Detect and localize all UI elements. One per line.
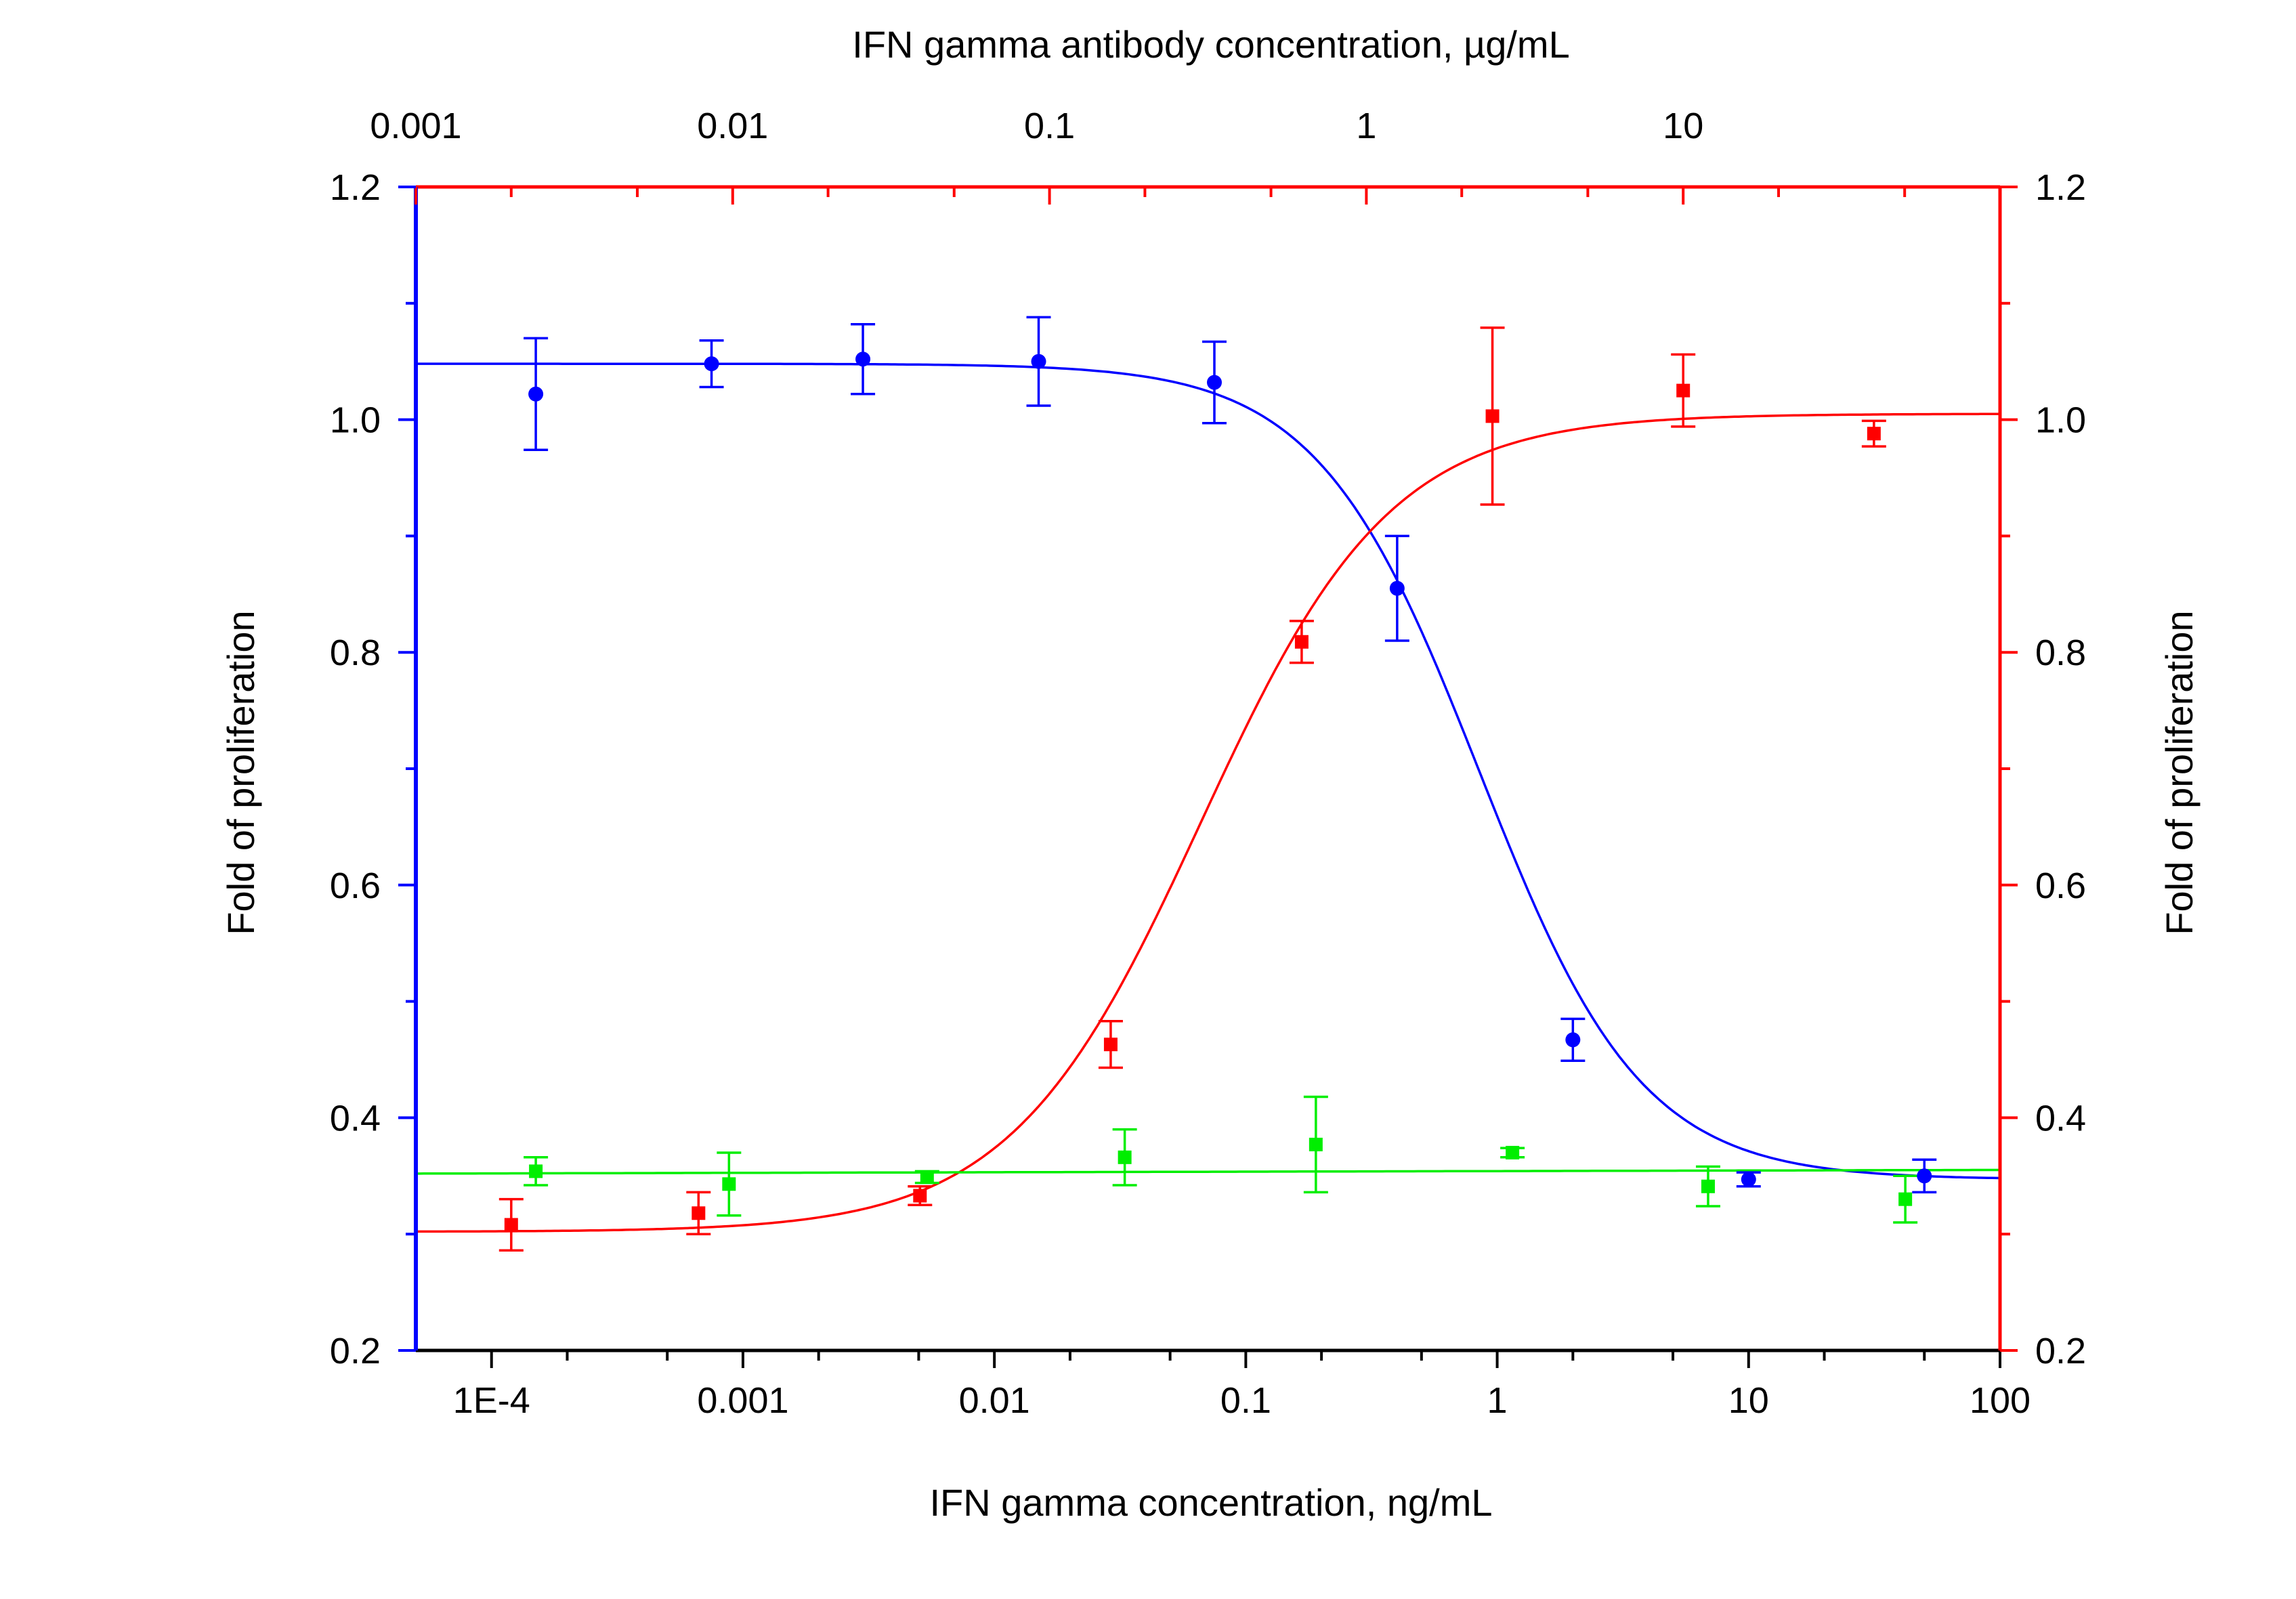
- data-point-series-2: [913, 1189, 927, 1203]
- x-top-tick-label: 0.001: [370, 106, 461, 146]
- x-axis-bottom-title: IFN gamma concentration, ng/mL: [929, 1481, 1492, 1524]
- x-top-tick-label: 0.1: [1024, 106, 1075, 146]
- y-right-tick-label: 0.8: [2035, 633, 2086, 673]
- data-point-series-3: [1898, 1192, 1913, 1206]
- data-point-series-3: [1118, 1150, 1132, 1164]
- x-top-tick-label: 1: [1356, 106, 1376, 146]
- data-point-series-3: [1309, 1137, 1323, 1151]
- data-point-series-2: [692, 1206, 706, 1220]
- data-point-series-2: [1676, 383, 1691, 398]
- x-bottom-tick-label: 0.001: [697, 1380, 788, 1421]
- data-point-series-2: [1294, 635, 1309, 649]
- y-axis-left-title: Fold of proliferation: [219, 610, 262, 935]
- x-top-tick-label: 0.01: [697, 106, 768, 146]
- x-bottom-tick-label: 0.1: [1220, 1380, 1271, 1421]
- data-points: [504, 351, 1932, 1232]
- y-left-tick-label: 1.2: [330, 167, 381, 208]
- x-bottom-tick-label: 1E-4: [453, 1380, 530, 1421]
- axes: 1E-4 0.001 0.01 0.1 1 10 100 0.001 0.01 0.1 1 10 0.2…: [330, 106, 2086, 1421]
- x-bottom-tick-label: 10: [1728, 1380, 1769, 1421]
- fit-curve-series-1: [416, 362, 2001, 1180]
- data-point-series-1: [1741, 1172, 1756, 1187]
- y-right-tick-label: 1.2: [2035, 167, 2086, 208]
- y-right-tick-label: 0.6: [2035, 866, 2086, 906]
- data-point-series-2: [504, 1218, 518, 1232]
- data-point-series-1: [1565, 1032, 1581, 1048]
- data-point-series-1: [1031, 354, 1046, 369]
- data-point-series-1: [1206, 375, 1222, 390]
- fit-curve-series-3: [416, 1168, 2000, 1175]
- data-point-series-1: [528, 386, 544, 402]
- fit-curve-series-2: [415, 412, 2000, 1233]
- y-right-tick-label: 0.2: [2035, 1331, 2086, 1371]
- y-right-tick-label: 0.4: [2035, 1098, 2086, 1138]
- x-bottom-tick-label: 1: [1487, 1380, 1508, 1421]
- x-bottom-tick-label: 100: [1970, 1380, 2031, 1421]
- data-point-series-3: [1506, 1145, 1520, 1159]
- data-point-series-3: [722, 1177, 736, 1191]
- y-left-tick-label: 0.6: [330, 866, 381, 906]
- x-top-tick-label: 10: [1663, 106, 1703, 146]
- data-point-series-3: [529, 1164, 543, 1178]
- y-axis-right-title: Fold of proliferation: [2158, 610, 2201, 935]
- y-left-tick-label: 1.0: [330, 400, 381, 441]
- y-right-tick-label: 1.0: [2035, 400, 2086, 441]
- fit-curves: [415, 362, 2001, 1233]
- data-point-series-2: [1485, 409, 1500, 423]
- data-point-series-1: [1389, 580, 1405, 596]
- y-left-tick-label: 0.4: [330, 1098, 381, 1138]
- y-left-tick-label: 0.2: [330, 1331, 381, 1371]
- x-bottom-tick-label: 0.01: [959, 1380, 1030, 1421]
- data-point-series-1: [855, 351, 871, 367]
- data-point-series-1: [704, 356, 719, 372]
- data-point-series-1: [1917, 1168, 1932, 1184]
- y-left-tick-label: 0.8: [330, 633, 381, 673]
- data-point-series-2: [1103, 1038, 1118, 1052]
- x-axis-top-title: IFN gamma antibody concentration, µg/mL: [852, 23, 1569, 66]
- data-point-series-2: [1867, 427, 1881, 441]
- data-point-series-3: [920, 1170, 934, 1185]
- data-point-series-3: [1701, 1179, 1715, 1193]
